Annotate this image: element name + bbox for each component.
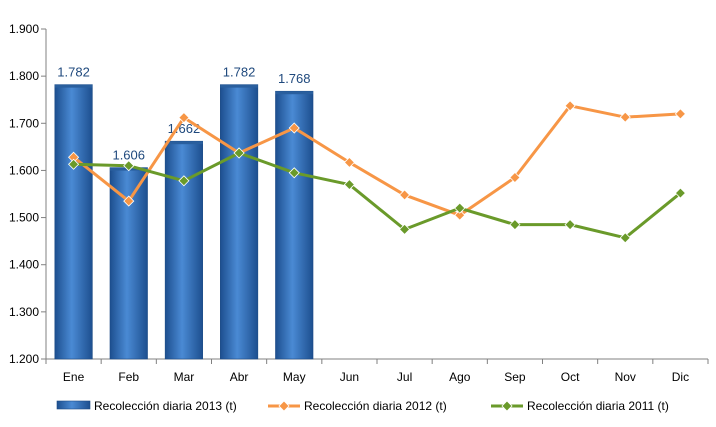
series-point bbox=[399, 189, 411, 201]
bar-top-edge bbox=[220, 84, 258, 88]
x-tick-label: Sep bbox=[504, 370, 526, 384]
bar-data-label: 1.782 bbox=[57, 65, 90, 80]
series-point bbox=[288, 167, 300, 179]
bar-top-edge bbox=[54, 84, 93, 88]
x-tick-label: May bbox=[283, 370, 306, 384]
legend-label: Recolección diaria 2011 (t) bbox=[527, 399, 669, 413]
y-axis-ticks: 1.200 1.300 1.400 1.500 1.600 1.700 1.800 1.900 bbox=[9, 22, 46, 366]
series-point bbox=[233, 147, 245, 159]
series-point bbox=[343, 156, 355, 168]
series-point bbox=[619, 111, 631, 123]
line-series bbox=[68, 100, 686, 244]
series-point bbox=[619, 232, 631, 244]
line-series-group bbox=[68, 100, 686, 221]
bar-data-label: 1.782 bbox=[223, 65, 256, 80]
series-point bbox=[178, 112, 190, 124]
series-point bbox=[288, 122, 300, 134]
bar-top-edge bbox=[275, 91, 314, 95]
y-tick-label: 1.800 bbox=[9, 69, 39, 83]
x-tick-label: Abr bbox=[230, 370, 249, 384]
bar bbox=[54, 84, 93, 360]
legend-label: Recolección diaria 2012 (t) bbox=[304, 399, 447, 413]
x-tick-label: Jun bbox=[340, 370, 359, 384]
bar-data-label: 1.606 bbox=[112, 148, 145, 163]
series-point bbox=[509, 171, 521, 184]
series-point bbox=[399, 223, 411, 235]
legend: Recolección diaria 2013 (t) Recolección d… bbox=[56, 399, 669, 413]
series-point bbox=[68, 158, 80, 170]
series-point bbox=[123, 160, 135, 172]
bar-top-edge bbox=[165, 141, 203, 145]
series-point bbox=[178, 175, 190, 187]
y-tick-label: 1.300 bbox=[9, 305, 39, 319]
legend-swatch-marker bbox=[278, 400, 290, 412]
legend-swatch-bar bbox=[56, 400, 91, 410]
legend-swatch-marker bbox=[501, 400, 513, 412]
bar bbox=[220, 84, 259, 360]
x-tick-label: Mar bbox=[174, 370, 195, 384]
series-point bbox=[564, 219, 576, 231]
y-tick-label: 1.900 bbox=[9, 22, 39, 36]
line-series-group bbox=[68, 147, 686, 244]
y-tick-label: 1.500 bbox=[9, 211, 39, 225]
series-point bbox=[343, 179, 355, 191]
y-tick-label: 1.200 bbox=[9, 352, 39, 366]
y-tick-label: 1.400 bbox=[9, 258, 39, 272]
series-point bbox=[564, 100, 576, 112]
series-point bbox=[123, 195, 135, 207]
bar-data-label: 1.768 bbox=[278, 71, 311, 86]
y-tick-label: 1.600 bbox=[9, 163, 39, 177]
series-point bbox=[674, 187, 686, 199]
x-tick-label: Oct bbox=[561, 370, 580, 384]
series-point bbox=[509, 219, 521, 231]
series-point bbox=[454, 202, 466, 214]
x-axis-ticks: Ene Feb Mar Abr May Jun Jul Ago Sep Oct Nov Dic bbox=[45, 359, 709, 384]
series-point bbox=[454, 209, 466, 221]
series-point bbox=[674, 108, 686, 120]
x-tick-label: Dic bbox=[672, 370, 689, 384]
x-tick-label: Jul bbox=[397, 370, 412, 384]
x-tick-label: Feb bbox=[118, 370, 139, 384]
legend-label: Recolección diaria 2013 (t) bbox=[94, 399, 237, 413]
series-line bbox=[73, 151, 682, 240]
series-line bbox=[72, 104, 681, 217]
x-tick-label: Ene bbox=[63, 370, 85, 384]
x-tick-label: Nov bbox=[615, 370, 636, 384]
y-tick-label: 1.700 bbox=[9, 116, 39, 130]
x-tick-label: Ago bbox=[449, 370, 471, 384]
